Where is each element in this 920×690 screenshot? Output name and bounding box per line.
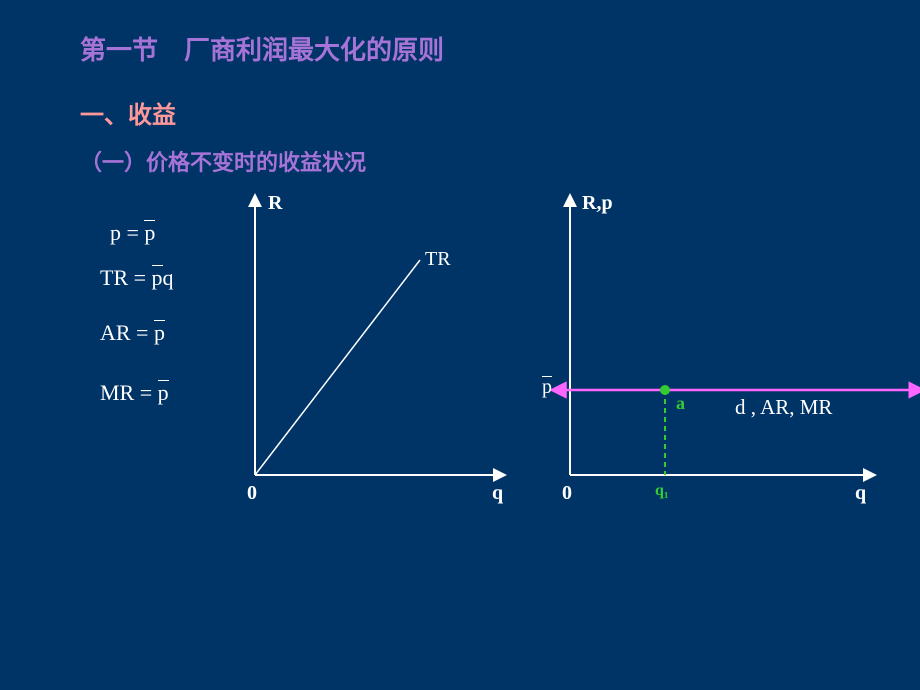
chart1-origin: 0 (247, 482, 257, 505)
point-a-label: a (676, 393, 685, 414)
chart-tr (0, 0, 920, 690)
chart2-q-axis: q (855, 482, 866, 505)
curve-label-TR: TR (425, 248, 451, 271)
chart2-origin: 0 (562, 482, 572, 505)
axis-label-Rp: R,p (582, 192, 613, 215)
axis-label-R: R (268, 192, 282, 215)
pbar-y-label: p (542, 376, 552, 399)
q1-label: q₁ (655, 482, 669, 500)
curve-label-dARMR: d , AR, MR (735, 395, 832, 420)
chart1-q-axis: q (492, 482, 503, 505)
